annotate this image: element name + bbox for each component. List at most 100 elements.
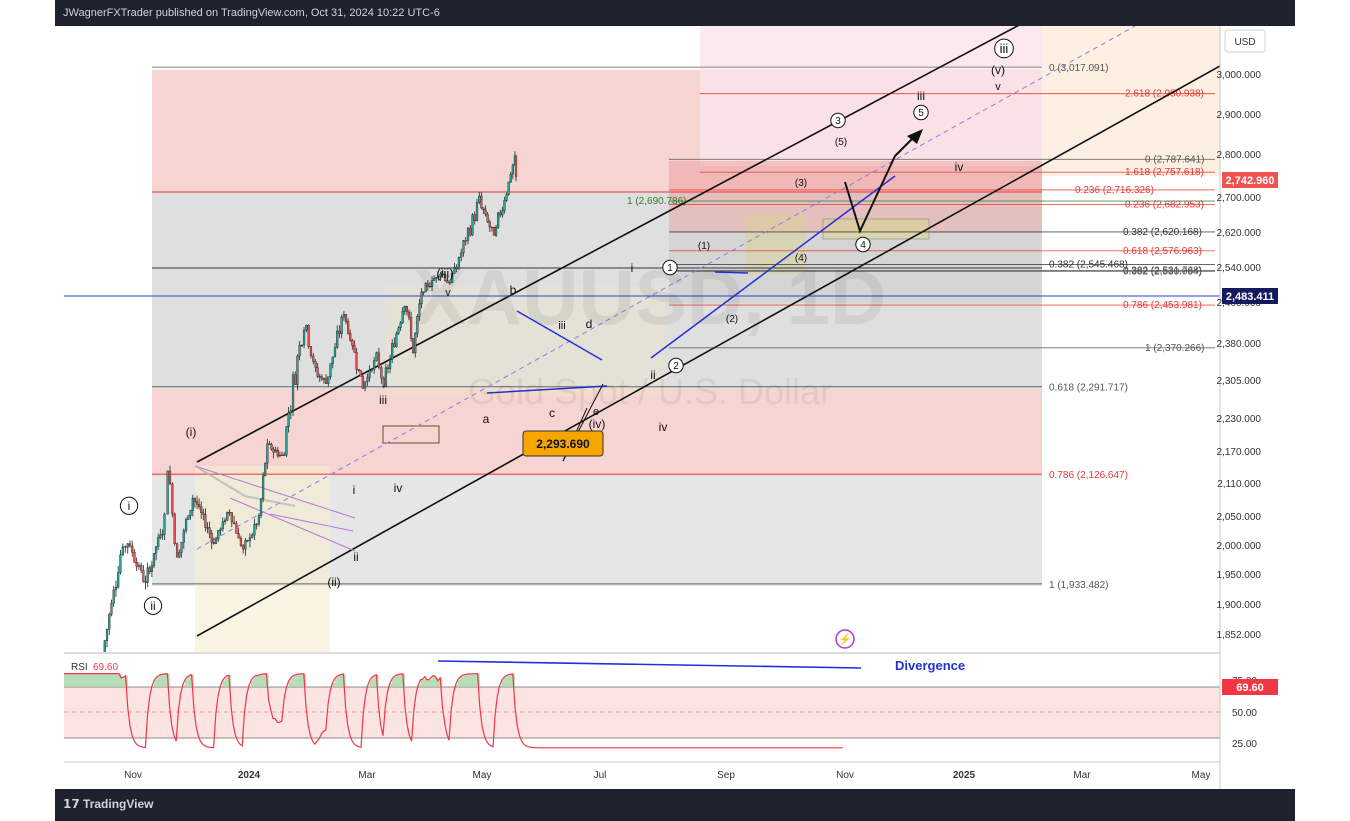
candle [433,275,436,281]
currency-button[interactable] [1224,29,1266,53]
price-axis[interactable] [1220,26,1295,789]
rsi-line [64,672,843,749]
wedge-line-1 [194,465,356,519]
candle [405,305,408,316]
candle [482,207,485,214]
hline-price-tag [1222,288,1278,304]
candle [327,376,330,387]
candle [469,225,472,237]
candle [184,517,188,534]
wave-label: i [353,483,356,497]
candle [471,213,474,236]
candle [266,438,269,470]
candle [302,327,306,349]
candle [103,639,106,652]
candle [117,565,120,589]
candle [501,206,504,218]
candles [103,151,518,652]
candle [251,532,254,539]
candle [426,280,429,292]
rsi-tick-label: 50.00 [1232,708,1257,719]
fib-zone-6 [669,303,1042,348]
candle [464,237,467,246]
candle [455,264,458,273]
candle [316,362,319,378]
triangle-lower [486,385,608,394]
y-tick-label: 2,540.000 [1217,263,1262,274]
fib-label-right: 2.618 (2,950.938) [1125,89,1204,100]
candle [466,227,470,245]
candle [217,529,220,542]
footer-bar: 𝟭𝟳 TradingView [55,789,1295,821]
candle [146,562,149,588]
candle [137,562,141,570]
candle [460,248,463,262]
candle [193,497,197,508]
wave-label: (i) [186,425,197,439]
wave3-box [745,214,805,274]
wedge-line-2 [229,497,356,552]
wave-label-circle [662,259,678,276]
rsi-pane [64,660,1220,749]
wave-label: ii [150,599,155,613]
x-axis-ticks[interactable]: Nov 2024 Mar May Jul Sep Nov 2025 Mar May [124,770,1210,781]
x-tick-label: Jul [594,770,607,781]
candle [202,508,205,521]
wave-label: 2 [673,361,679,372]
y-tick-label: 2,380.000 [1217,339,1262,350]
candle [152,553,156,569]
candle [248,533,252,548]
event-lightning-icon[interactable] [835,629,855,649]
divergence-line [437,660,862,669]
wave-label: iii [917,89,925,103]
candle [492,226,496,236]
candle [150,560,153,577]
candle [255,523,258,530]
candle [441,270,444,277]
candle [403,305,406,315]
candle [393,337,396,348]
fib-label-right: 0.382 (2,530.084) [1123,266,1202,277]
candle [453,262,456,274]
candle [110,599,113,617]
candle [182,528,185,549]
candle [246,539,249,543]
triangle-upper [516,310,603,361]
wave-label: iv [394,481,403,495]
wave-label-circle [119,496,139,515]
flag-line [714,271,749,274]
candle [355,347,358,375]
candle [395,331,398,348]
candle [336,325,339,349]
wave-label-circle [143,596,163,615]
candle [446,277,449,284]
channel-upper [196,26,1020,463]
candle [384,363,387,388]
rsi-title: RSI [71,662,88,673]
tradingview-logo[interactable]: 𝟭𝟳 TradingView [63,797,154,811]
fib-label-left: 0.786 (2,126.647) [1049,470,1128,481]
candle [344,313,348,325]
trendline-wave [650,175,896,359]
candle [175,542,179,558]
wave-label-circle [994,38,1014,59]
wave-label-circle [668,357,684,374]
highlight-zone-mid [385,286,665,396]
candle [478,191,481,205]
candle [168,465,172,485]
price-chart[interactable]: 0 (3,017.091) 0.618 (2,291.717) 0.786 (2,1… [55,26,1295,789]
candle [333,342,337,358]
wave-label: a [483,412,490,426]
watermark-symbol: XAUUSD, 1D [414,253,886,341]
candle [338,325,341,338]
candle [324,374,328,384]
y-tick-label: 1,950.000 [1217,570,1262,581]
wave-label: 5 [918,108,924,119]
fib-label-right: 0 (2,787.641) [1145,154,1205,165]
candle [363,381,367,392]
candle [342,310,346,321]
wave-label: iii [558,320,565,332]
candle [409,311,413,342]
candle [357,368,360,372]
wave-label: c [549,406,555,420]
